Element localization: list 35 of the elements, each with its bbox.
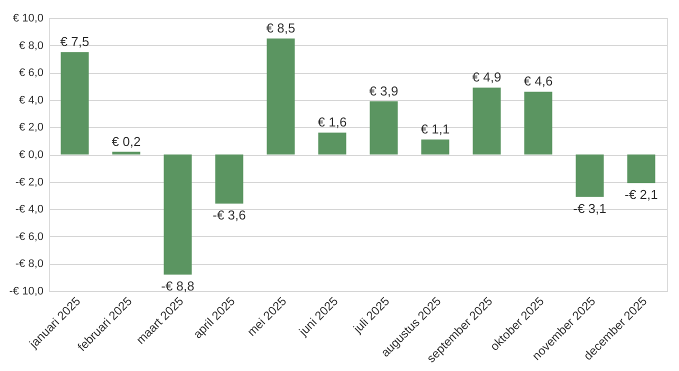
bar [524, 92, 552, 154]
y-tick-label: -€ 8,0 [15, 258, 44, 270]
data-label: -€ 8,8 [161, 278, 194, 294]
data-label: -€ 3,6 [212, 208, 246, 223]
bar [576, 154, 604, 197]
data-label: € 1,6 [318, 114, 347, 130]
data-label: € 4,6 [524, 74, 553, 89]
y-tick-label: € 10,0 [12, 12, 44, 24]
bar [164, 154, 192, 275]
data-label: -€ 3,1 [573, 200, 606, 216]
y-tick-label: € 2,0 [19, 122, 44, 134]
y-tick-label: € 8,0 [19, 40, 44, 52]
bar [215, 154, 244, 204]
y-tick-label: -€ 2,0 [15, 176, 44, 188]
data-label: € 8,5 [266, 20, 296, 36]
bar [421, 139, 450, 154]
y-tick-label: € 4,0 [19, 94, 44, 106]
bar [627, 154, 656, 184]
data-label: € 1,1 [420, 121, 450, 136]
y-tick-label: -€ 10,0 [9, 286, 44, 298]
y-tick-label: € 0,0 [19, 149, 44, 161]
bar [60, 52, 89, 154]
data-label: € 0,2 [112, 134, 141, 149]
data-label: € 3,9 [369, 83, 398, 98]
bar [472, 88, 501, 154]
y-tick-label: € 6,0 [19, 67, 44, 80]
bar [318, 132, 346, 154]
data-label: -€ 2,1 [624, 187, 658, 202]
y-tick-label: -€ 6,0 [15, 230, 44, 243]
data-label: € 4,9 [472, 70, 502, 85]
bar [370, 101, 398, 154]
data-label: € 7,5 [60, 34, 90, 50]
y-tick-label: -€ 4,0 [15, 204, 44, 216]
bar [266, 38, 295, 154]
bar [112, 152, 140, 154]
